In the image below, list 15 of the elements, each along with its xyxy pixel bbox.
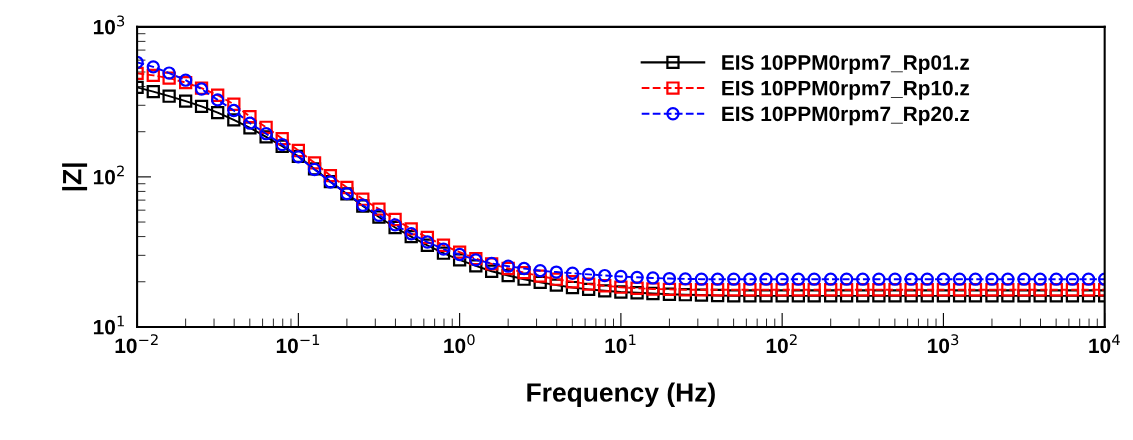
x-tick-label: 10$^{0}$ <box>444 334 475 354</box>
legend-label: EIS 10PPM0rpm7_Rp01.z <box>722 55 970 75</box>
y-tick-label: 10$^{3}$ <box>93 15 125 35</box>
x-tick-label: 10$^{4}$ <box>1089 334 1120 354</box>
legend-label: EIS 10PPM0rpm7_Rp10.z <box>722 80 970 100</box>
legend-label: EIS 10PPM0rpm7_Rp20.z <box>722 106 970 126</box>
x-tick-label: 10$^{−2}$ <box>115 334 158 354</box>
x-tick-label: 10$^{1}$ <box>605 334 636 354</box>
x-axis-title: Frequency (Hz) <box>527 382 715 408</box>
y-tick-label: 10$^{2}$ <box>93 165 124 185</box>
x-tick-label: 10$^{2}$ <box>766 334 797 354</box>
y-tick-label: 10$^{1}$ <box>93 315 124 335</box>
y-axis-title: |Z| <box>62 163 88 191</box>
x-tick-label: 10$^{−1}$ <box>276 334 320 354</box>
x-tick-label: 10$^{3}$ <box>928 334 959 354</box>
